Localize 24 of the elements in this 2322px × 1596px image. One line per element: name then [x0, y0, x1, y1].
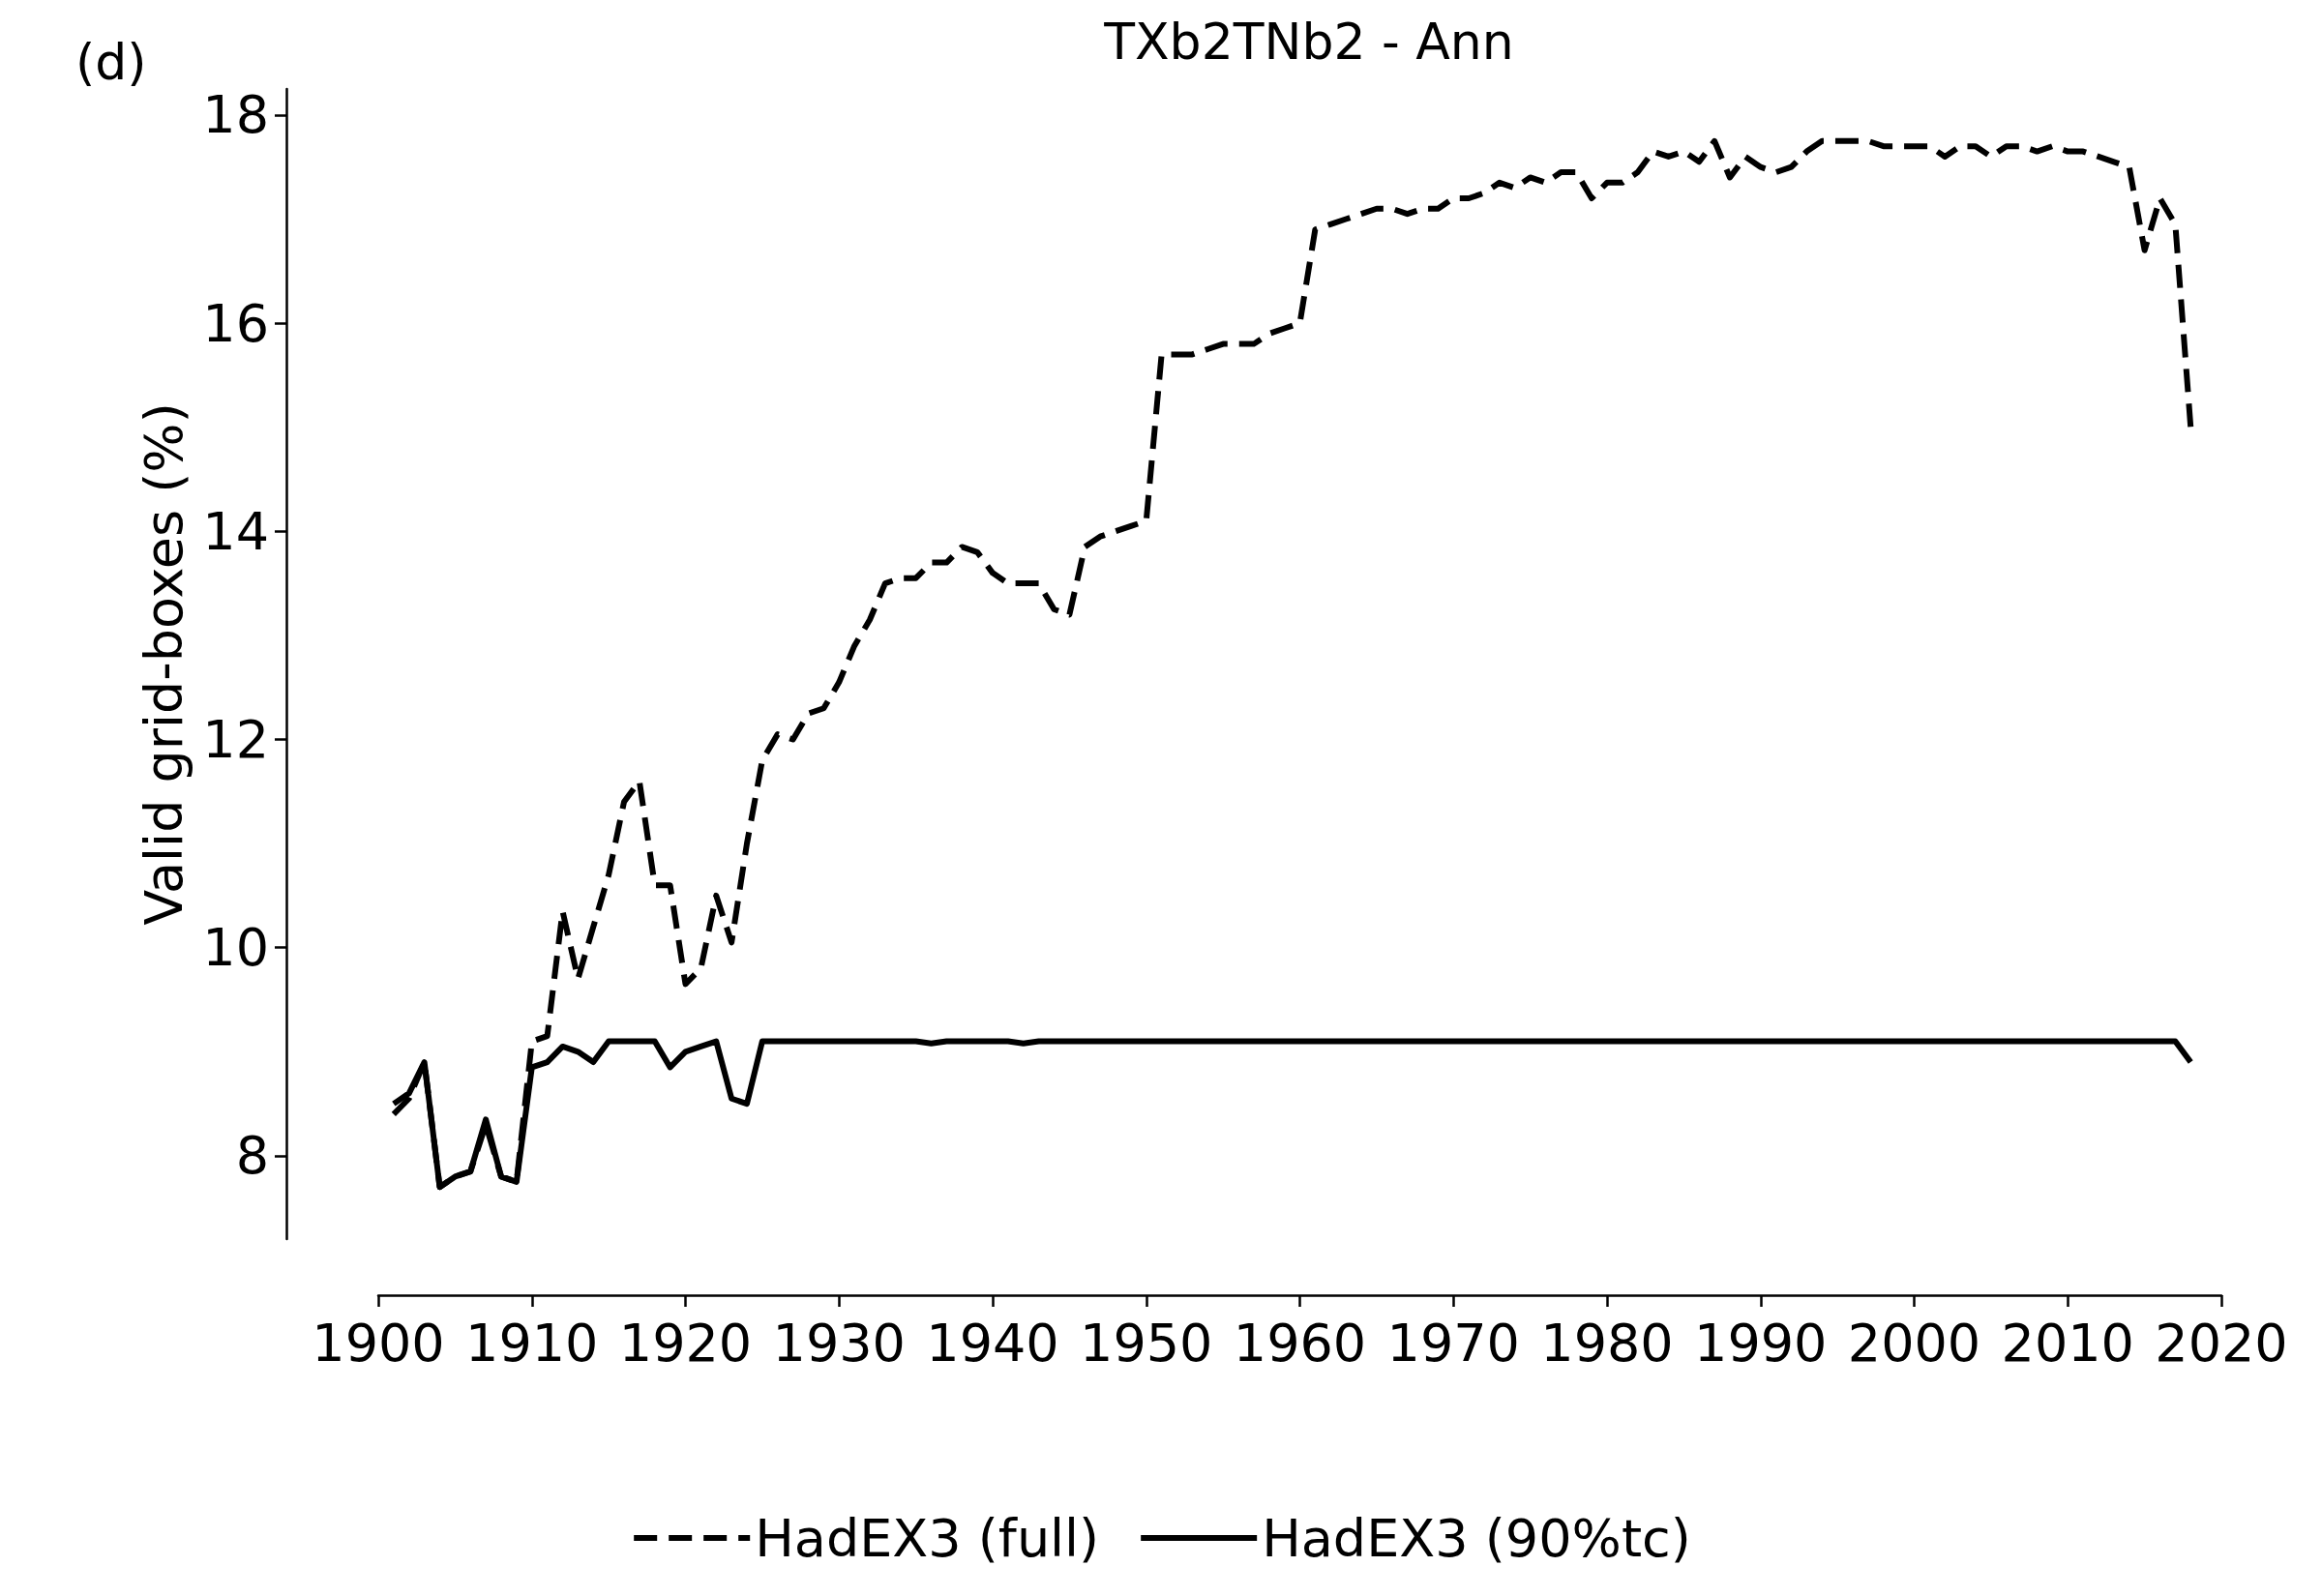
y-axis-title: Valid grid-boxes (%)	[133, 402, 194, 926]
y-tick-label: 10	[202, 917, 269, 979]
y-tick-label: 12	[202, 709, 269, 771]
x-tick-label: 1970	[1386, 1312, 1520, 1374]
x-tick-label: 1960	[1233, 1312, 1367, 1374]
x-tick-label: 2020	[2155, 1312, 2288, 1374]
legend-label: HadEX3 (90%tc)	[1262, 1507, 1691, 1569]
text: (d)	[75, 33, 147, 91]
y-tick-label: 16	[202, 292, 269, 354]
legend-label: HadEX3 (full)	[755, 1507, 1100, 1569]
x-tick-label: 1940	[926, 1312, 1059, 1374]
x-tick-label: 1930	[772, 1312, 906, 1374]
y-tick-label: 14	[202, 500, 269, 562]
y-tick-label: 18	[202, 84, 269, 146]
x-tick-label: 1980	[1540, 1312, 1674, 1374]
x-tick-label: 2010	[2001, 1312, 2134, 1374]
x-tick-label: 1920	[618, 1312, 753, 1374]
x-tick-label: 1990	[1694, 1312, 1828, 1374]
x-tick-label: 1900	[312, 1312, 445, 1374]
x-tick-label: 1910	[465, 1312, 599, 1374]
y-tick-label: 8	[235, 1125, 269, 1187]
chart-title: TXb2TNb2 - Ann	[1103, 13, 1514, 71]
x-tick-label: 2000	[1847, 1312, 1981, 1374]
x-tick-label: 1950	[1080, 1312, 1213, 1374]
